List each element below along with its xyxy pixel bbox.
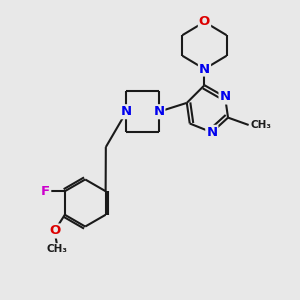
Text: O: O	[199, 15, 210, 28]
Text: N: N	[121, 105, 132, 118]
Text: N: N	[199, 62, 210, 76]
Text: CH₃: CH₃	[47, 244, 68, 254]
Text: N: N	[206, 126, 218, 139]
Text: CH₃: CH₃	[250, 120, 271, 130]
Text: O: O	[49, 224, 60, 238]
Text: F: F	[41, 185, 50, 198]
Text: N: N	[220, 91, 231, 103]
Text: N: N	[153, 105, 164, 118]
